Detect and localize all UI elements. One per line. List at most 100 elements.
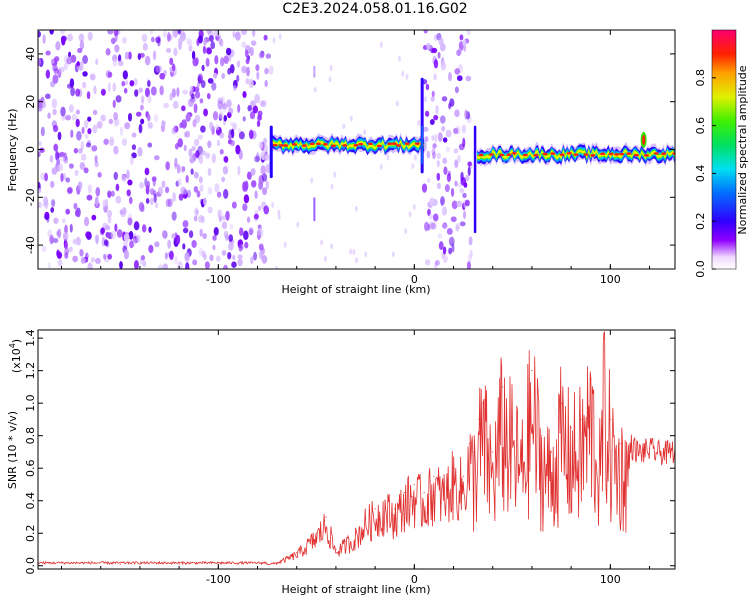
spectrogram-noise-blob <box>426 150 431 159</box>
spectrogram-noise-blob <box>175 236 180 244</box>
spectrogram-noise-blob <box>435 104 439 115</box>
spectrogram-noise-blob <box>242 116 246 122</box>
spectrogram-noise-blob <box>142 260 147 268</box>
spectrogram-noise-blob <box>214 55 219 65</box>
snr-point <box>452 467 455 469</box>
spectrogram-noise-blob <box>121 174 127 182</box>
spectrogram-noise-blob <box>45 50 51 56</box>
spectrogram-noise-blob <box>124 122 131 130</box>
snr-point <box>609 418 611 421</box>
snr-ytick-label: 0.4 <box>24 492 37 510</box>
spectrogram-noise-blob <box>116 229 123 238</box>
spectrogram-peak-mark <box>550 152 556 155</box>
spectrogram-noise-blob <box>107 253 113 260</box>
spectrogram-noise-blob <box>250 40 257 46</box>
spectrogram-noise-blob <box>184 251 190 262</box>
snr-ytick-label: 0.6 <box>24 459 37 477</box>
spectrogram-noise-blob <box>126 189 131 197</box>
spectrogram-x-axis-label: Height of straight line (km) <box>281 283 430 296</box>
spectrogram-noise-blob <box>193 138 200 147</box>
spectrogram-noise-blob <box>238 131 245 140</box>
spectrogram-noise-blob <box>47 262 51 269</box>
snr-point <box>237 563 239 565</box>
spectrogram-peak-mark <box>358 142 364 146</box>
spectrogram-image <box>38 30 675 269</box>
spectrogram-noise-blob <box>79 40 85 50</box>
spectrogram-noise-blob <box>173 47 178 57</box>
spectrogram-noise-blob <box>80 141 85 151</box>
spectrogram-noise-blob <box>223 55 229 65</box>
spectrogram-noise-blob <box>147 142 153 148</box>
spectrogram-noise-blob <box>231 201 237 209</box>
spectrogram-noise-blob <box>214 183 220 193</box>
spectrogram-noise-blob <box>221 72 226 79</box>
spectrogram-noise-blob <box>466 260 471 269</box>
spectrogram-noise-blob <box>51 167 58 175</box>
spectrogram-noise-blob <box>441 223 448 230</box>
spectrogram-noise-blob <box>107 190 112 198</box>
spectrogram-noise-blob <box>222 165 229 175</box>
spectrogram-noise-blob <box>107 30 114 35</box>
spectrogram-noise-blob <box>126 169 130 180</box>
spectrogram-noise-blob <box>245 58 250 65</box>
spectrogram-noise-blob <box>230 121 234 127</box>
spectrogram-noise-blob <box>453 148 459 154</box>
spectrogram-noise-blob <box>149 188 155 196</box>
spectrogram-ytick-label: 20 <box>24 95 37 109</box>
spectrogram-noise-blob <box>243 230 249 241</box>
spectrogram-noise-blob <box>70 86 76 97</box>
spectrogram-noise-blob <box>445 129 452 138</box>
spectrogram-noise-blob <box>115 195 122 204</box>
snr-point <box>531 370 533 372</box>
spectrogram-noise-blob <box>441 206 448 216</box>
spectrogram-noise-blob <box>56 230 60 237</box>
spectrogram-noise-blob <box>87 31 93 41</box>
spectrogram-noise-blob <box>453 127 459 135</box>
spectrogram-noise-blob <box>459 187 465 194</box>
spectrogram-noise-blob <box>209 121 214 131</box>
spectrogram-noise-blob <box>193 185 199 193</box>
snr-point <box>658 451 660 453</box>
spectrogram-noise-blob <box>149 30 154 35</box>
spectrogram-noise-blob <box>127 179 133 186</box>
spectrogram-peak-mark <box>619 152 625 156</box>
spectrogram-noise-blob <box>203 108 208 117</box>
spectrogram-noise-blob <box>223 101 227 110</box>
spectrogram-noise-blob <box>256 229 262 236</box>
spectrogram-ytick-label: -40 <box>24 236 37 254</box>
snr-point <box>462 475 464 477</box>
spectrogram-noise-blob <box>444 184 450 193</box>
colorbar-ticks: 0.0 0.2 0.4 0.6 0.8 <box>694 69 716 278</box>
spectrogram-noise-blob <box>440 196 446 206</box>
spectrogram-noise-blob <box>121 207 127 215</box>
spectrogram-noise-blob <box>52 124 59 133</box>
spectrogram-noise-blob <box>446 228 453 235</box>
spectrogram-noise-blob <box>52 237 59 244</box>
spectrogram-noise-blob <box>69 246 73 253</box>
spectrogram-noise-blob <box>56 251 63 259</box>
spectrogram-noise-blob <box>105 224 111 231</box>
spectrogram-noise-blob <box>38 201 42 209</box>
spectrogram-noise-blob <box>223 230 229 239</box>
spectrogram-noise-blob <box>41 100 47 109</box>
spectrogram-noise-blob <box>467 254 472 263</box>
spectrogram-transient <box>642 134 646 145</box>
spectrogram-noise-blob <box>64 241 68 250</box>
spectrogram-noise-blob <box>255 152 260 163</box>
spectrogram-noise-blob <box>171 233 176 239</box>
spectrogram-noise-blob <box>221 104 228 112</box>
spectrogram-noise-blob <box>177 178 182 187</box>
spectrogram-noise-blob <box>199 228 203 237</box>
spectrogram-noise-blob <box>79 249 84 257</box>
spectrogram-noise-blob <box>198 176 203 184</box>
spectrogram-noise-blob <box>201 150 207 156</box>
spectrogram-noise-blob <box>436 159 440 168</box>
spectrogram-noise-blob <box>140 255 146 261</box>
spectrogram-noise-blob <box>105 231 110 238</box>
spectrogram-noise-blob <box>263 137 268 144</box>
spectrogram-noise-blob <box>258 243 264 251</box>
spectrogram-noise-blob <box>114 44 120 53</box>
spectrogram-noise-blob <box>77 181 83 191</box>
spectrogram-noise-blob <box>41 245 47 252</box>
spectrogram-noise-blob <box>57 228 62 239</box>
